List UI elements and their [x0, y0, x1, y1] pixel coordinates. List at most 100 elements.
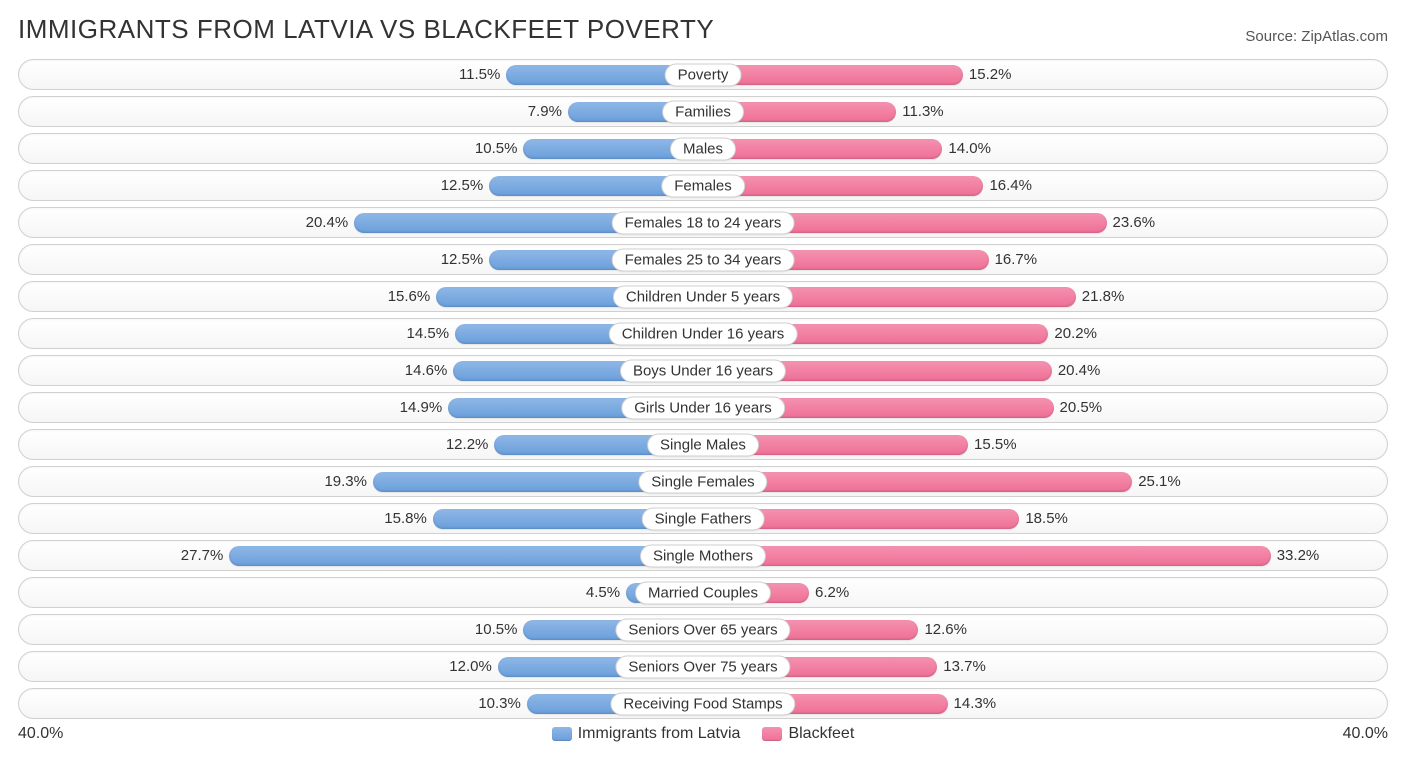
right-value: 12.6% — [918, 621, 973, 638]
left-value: 10.5% — [469, 140, 524, 157]
left-track: 20.4% — [19, 208, 703, 237]
left-value: 19.3% — [318, 473, 373, 490]
category-label: Single Mothers — [640, 544, 766, 567]
right-track: 25.1% — [703, 467, 1387, 496]
left-track: 19.3% — [19, 467, 703, 496]
source-name: ZipAtlas.com — [1301, 28, 1388, 45]
right-value: 25.1% — [1132, 473, 1187, 490]
right-track: 12.6% — [703, 615, 1387, 644]
left-value: 4.5% — [580, 584, 626, 601]
category-label: Single Males — [647, 433, 759, 456]
axis-left-max: 40.0% — [18, 725, 98, 743]
chart-row: 10.5%12.6%Seniors Over 65 years — [18, 614, 1388, 645]
right-value: 16.7% — [989, 251, 1044, 268]
right-track: 20.2% — [703, 319, 1387, 348]
left-track: 10.3% — [19, 689, 703, 718]
left-track: 12.5% — [19, 245, 703, 274]
left-value: 14.6% — [399, 362, 454, 379]
chart-row: 7.9% 11.3% Families — [18, 96, 1388, 127]
right-value: 20.2% — [1048, 325, 1103, 342]
category-label: Females — [661, 174, 745, 197]
right-bar — [703, 65, 963, 85]
left-track: 14.5% — [19, 319, 703, 348]
left-value: 15.8% — [378, 510, 433, 527]
right-bar — [703, 176, 983, 196]
right-track: 33.2% — [703, 541, 1387, 570]
left-track: 11.5% — [19, 60, 703, 89]
left-value: 12.5% — [435, 251, 490, 268]
chart-header: IMMIGRANTS FROM LATVIA VS BLACKFEET POVE… — [18, 14, 1388, 45]
legend-swatch-icon — [552, 727, 572, 741]
right-track: 18.5% — [703, 504, 1387, 533]
right-track: 14.3% — [703, 689, 1387, 718]
right-value: 11.3% — [896, 103, 949, 120]
right-track: 20.4% — [703, 356, 1387, 385]
category-label: Children Under 5 years — [613, 285, 793, 308]
left-track: 10.5% — [19, 615, 703, 644]
right-track: 6.2% — [703, 578, 1387, 607]
right-bar — [703, 472, 1132, 492]
category-label: Females 25 to 34 years — [612, 248, 795, 271]
left-value: 12.5% — [435, 177, 490, 194]
chart-row: 15.8% 18.5% Single Fathers — [18, 503, 1388, 534]
right-value: 15.5% — [968, 436, 1023, 453]
chart-row: 11.5% 15.2% Poverty — [18, 59, 1388, 90]
right-track: 16.4% — [703, 171, 1387, 200]
right-value: 15.2% — [963, 66, 1018, 83]
chart-row: 14.6%20.4%Boys Under 16 years — [18, 355, 1388, 386]
chart-source: Source: ZipAtlas.com — [1245, 28, 1388, 45]
category-label: Families — [662, 100, 744, 123]
chart-row: 20.4% 23.6% Females 18 to 24 years — [18, 207, 1388, 238]
category-label: Poverty — [665, 63, 742, 86]
legend-label-right: Blackfeet — [788, 725, 854, 743]
right-bar — [703, 139, 942, 159]
right-track: 20.5% — [703, 393, 1387, 422]
left-value: 27.7% — [175, 547, 230, 564]
right-value: 20.4% — [1052, 362, 1107, 379]
chart-row: 12.2% 15.5% Single Males — [18, 429, 1388, 460]
right-value: 23.6% — [1107, 214, 1162, 231]
chart-footer: 40.0% Immigrants from Latvia Blackfeet 4… — [18, 725, 1388, 743]
chart-row: 19.3%25.1%Single Females — [18, 466, 1388, 497]
chart-row: 12.5% 16.4% Females — [18, 170, 1388, 201]
right-track: 15.2% — [703, 60, 1387, 89]
left-track: 12.0% — [19, 652, 703, 681]
diverging-bar-chart: 11.5%15.2%Poverty7.9%11.3%Families10.5%1… — [18, 59, 1388, 719]
category-label: Seniors Over 75 years — [615, 655, 790, 678]
left-value: 20.4% — [300, 214, 355, 231]
right-value: 18.5% — [1019, 510, 1074, 527]
chart-row: 14.5%20.2%Children Under 16 years — [18, 318, 1388, 349]
left-track: 14.6% — [19, 356, 703, 385]
right-value: 14.3% — [948, 695, 1003, 712]
category-label: Females 18 to 24 years — [612, 211, 795, 234]
left-track: 14.9% — [19, 393, 703, 422]
left-value: 10.3% — [472, 695, 527, 712]
right-track: 14.0% — [703, 134, 1387, 163]
legend-label-left: Immigrants from Latvia — [578, 725, 741, 743]
chart-row: 10.5% 14.0% Males — [18, 133, 1388, 164]
legend-item-left: Immigrants from Latvia — [552, 725, 741, 743]
left-track: 12.5% — [19, 171, 703, 200]
chart-row: 10.3% 14.3% Receiving Food Stamps — [18, 688, 1388, 719]
chart-row: 27.7% 33.2% Single Mothers — [18, 540, 1388, 571]
left-value: 12.2% — [440, 436, 495, 453]
category-label: Males — [670, 137, 736, 160]
category-label: Girls Under 16 years — [621, 396, 785, 419]
left-track: 4.5% — [19, 578, 703, 607]
chart-row: 4.5%6.2%Married Couples — [18, 577, 1388, 608]
left-track: 27.7% — [19, 541, 703, 570]
right-value: 33.2% — [1271, 547, 1326, 564]
left-value: 7.9% — [522, 103, 568, 120]
left-value: 15.6% — [382, 288, 437, 305]
category-label: Single Fathers — [642, 507, 765, 530]
chart-row: 14.9%20.5%Girls Under 16 years — [18, 392, 1388, 423]
source-prefix: Source: — [1245, 28, 1301, 45]
left-track: 7.9% — [19, 97, 703, 126]
left-value: 14.5% — [401, 325, 456, 342]
right-value: 16.4% — [983, 177, 1038, 194]
right-track: 23.6% — [703, 208, 1387, 237]
right-value: 21.8% — [1076, 288, 1131, 305]
category-label: Receiving Food Stamps — [610, 692, 795, 715]
right-track: 16.7% — [703, 245, 1387, 274]
right-value: 14.0% — [942, 140, 997, 157]
